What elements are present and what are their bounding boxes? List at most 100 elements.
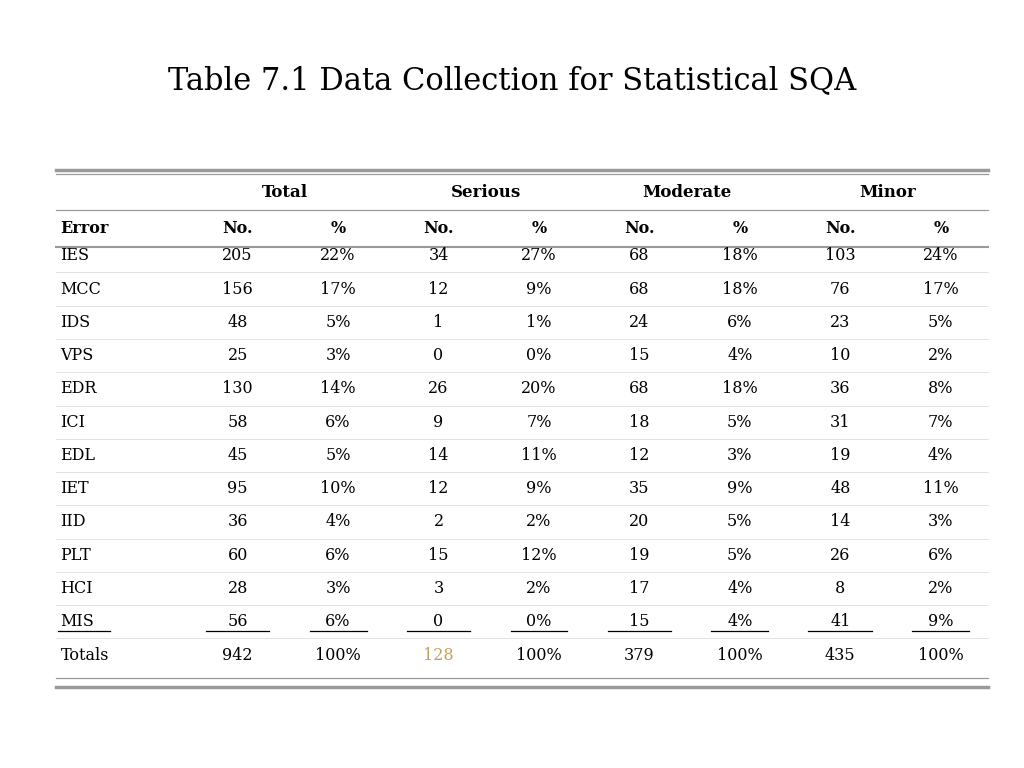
Text: 58: 58 xyxy=(227,414,248,431)
Text: 6%: 6% xyxy=(326,414,351,431)
Text: IDS: IDS xyxy=(60,314,90,331)
Text: 5%: 5% xyxy=(727,414,753,431)
Text: 15: 15 xyxy=(629,347,649,364)
Text: 45: 45 xyxy=(227,447,248,464)
Text: 18%: 18% xyxy=(722,380,758,397)
Text: 130: 130 xyxy=(222,380,253,397)
Text: 20%: 20% xyxy=(521,380,557,397)
Text: 12: 12 xyxy=(629,447,649,464)
Text: 15: 15 xyxy=(629,614,649,631)
Text: PLT: PLT xyxy=(60,547,91,564)
Text: 68: 68 xyxy=(629,280,649,297)
Text: 942: 942 xyxy=(222,647,253,664)
Text: 18%: 18% xyxy=(722,280,758,297)
Text: Moderate: Moderate xyxy=(642,184,731,201)
Text: 68: 68 xyxy=(629,247,649,264)
Text: 34: 34 xyxy=(428,247,449,264)
Text: 2%: 2% xyxy=(526,514,552,531)
Text: 7%: 7% xyxy=(526,414,552,431)
Text: 3%: 3% xyxy=(326,347,351,364)
Text: EDR: EDR xyxy=(60,380,97,397)
Text: 2%: 2% xyxy=(526,580,552,597)
Text: 103: 103 xyxy=(825,247,856,264)
Text: 5%: 5% xyxy=(727,547,753,564)
Text: 68: 68 xyxy=(629,380,649,397)
Text: EDL: EDL xyxy=(60,447,95,464)
Text: 4%: 4% xyxy=(727,614,753,631)
Text: 10%: 10% xyxy=(321,480,356,497)
Text: 17%: 17% xyxy=(321,280,356,297)
Text: %: % xyxy=(933,220,948,237)
Text: 48: 48 xyxy=(830,480,851,497)
Text: MCC: MCC xyxy=(60,280,101,297)
Text: 9%: 9% xyxy=(526,280,552,297)
Text: 1: 1 xyxy=(433,314,443,331)
Text: No.: No. xyxy=(625,220,654,237)
Text: 25: 25 xyxy=(227,347,248,364)
Text: 15: 15 xyxy=(428,547,449,564)
Text: 4%: 4% xyxy=(727,347,753,364)
Text: 3%: 3% xyxy=(326,580,351,597)
Text: 9: 9 xyxy=(433,414,443,431)
Text: 0: 0 xyxy=(433,347,443,364)
Text: Serious: Serious xyxy=(451,184,521,201)
Text: Table 7.1 Data Collection for Statistical SQA: Table 7.1 Data Collection for Statistica… xyxy=(168,65,856,96)
Text: Minor: Minor xyxy=(859,184,916,201)
Text: %: % xyxy=(732,220,748,237)
Text: 6%: 6% xyxy=(928,547,953,564)
Text: 12%: 12% xyxy=(521,547,557,564)
Text: 36: 36 xyxy=(830,380,851,397)
Text: 22%: 22% xyxy=(321,247,356,264)
Text: 11%: 11% xyxy=(923,480,958,497)
Text: 205: 205 xyxy=(222,247,253,264)
Text: 7%: 7% xyxy=(928,414,953,431)
Text: 156: 156 xyxy=(222,280,253,297)
Text: ICI: ICI xyxy=(60,414,85,431)
Text: 9%: 9% xyxy=(526,480,552,497)
Text: 128: 128 xyxy=(423,647,454,664)
Text: 26: 26 xyxy=(830,547,851,564)
Text: 18%: 18% xyxy=(722,247,758,264)
Text: Totals: Totals xyxy=(60,647,109,664)
Text: 4%: 4% xyxy=(326,514,351,531)
Text: 36: 36 xyxy=(227,514,248,531)
Text: 23: 23 xyxy=(830,314,851,331)
Text: 6%: 6% xyxy=(326,547,351,564)
Text: 17: 17 xyxy=(629,580,649,597)
Text: 5%: 5% xyxy=(326,314,351,331)
Text: VPS: VPS xyxy=(60,347,93,364)
Text: 14%: 14% xyxy=(321,380,356,397)
Text: 10: 10 xyxy=(830,347,851,364)
Text: 41: 41 xyxy=(830,614,851,631)
Text: 379: 379 xyxy=(624,647,654,664)
Text: 100%: 100% xyxy=(717,647,763,664)
Text: 6%: 6% xyxy=(326,614,351,631)
Text: 1%: 1% xyxy=(526,314,552,331)
Text: 24%: 24% xyxy=(923,247,958,264)
Text: 19: 19 xyxy=(830,447,851,464)
Text: IES: IES xyxy=(60,247,89,264)
Text: 5%: 5% xyxy=(928,314,953,331)
Text: IET: IET xyxy=(60,480,89,497)
Text: No.: No. xyxy=(423,220,454,237)
Text: 17%: 17% xyxy=(923,280,958,297)
Text: 18: 18 xyxy=(629,414,649,431)
Text: 5%: 5% xyxy=(326,447,351,464)
Text: 60: 60 xyxy=(227,547,248,564)
Text: 2%: 2% xyxy=(928,347,953,364)
Text: 6%: 6% xyxy=(727,314,753,331)
Text: 4%: 4% xyxy=(928,447,953,464)
Text: 100%: 100% xyxy=(516,647,562,664)
Text: 48: 48 xyxy=(227,314,248,331)
Text: 56: 56 xyxy=(227,614,248,631)
Text: 14: 14 xyxy=(428,447,449,464)
Text: 9%: 9% xyxy=(727,480,753,497)
Text: 0%: 0% xyxy=(526,614,552,631)
Text: 27%: 27% xyxy=(521,247,557,264)
Text: 19: 19 xyxy=(629,547,649,564)
Text: 26: 26 xyxy=(428,380,449,397)
Text: Total: Total xyxy=(262,184,308,201)
Text: MIS: MIS xyxy=(60,614,94,631)
Text: 8%: 8% xyxy=(928,380,953,397)
Text: 31: 31 xyxy=(830,414,851,431)
